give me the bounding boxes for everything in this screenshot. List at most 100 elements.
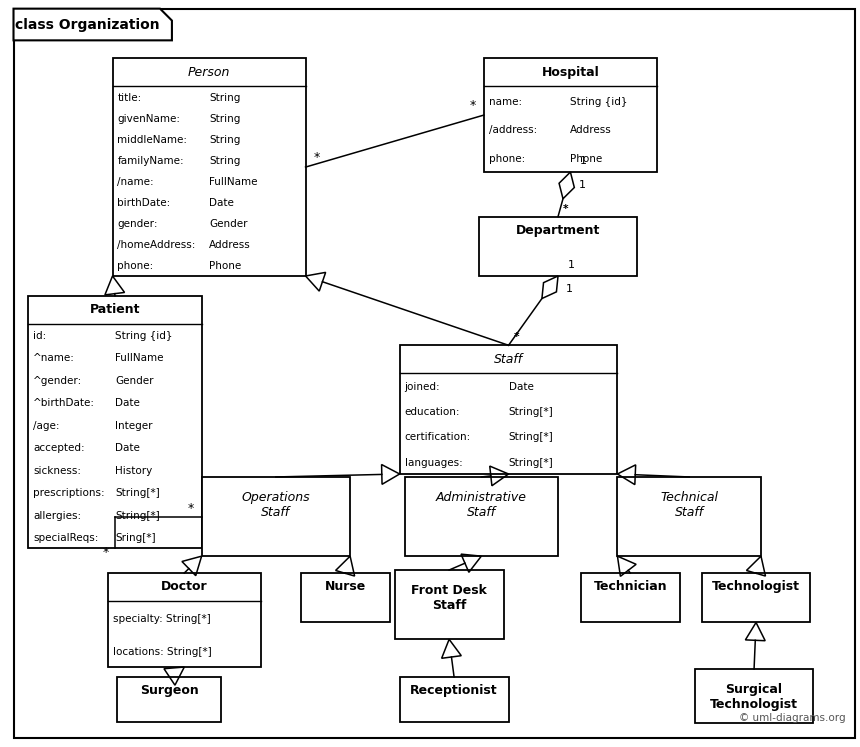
Text: accepted:: accepted: — [34, 443, 85, 453]
Text: String: String — [209, 134, 241, 145]
Text: birthDate:: birthDate: — [118, 198, 171, 208]
Polygon shape — [14, 9, 172, 40]
Text: ^name:: ^name: — [34, 353, 75, 363]
Text: specialty: String[*]: specialty: String[*] — [113, 614, 210, 624]
Text: education:: education: — [404, 407, 460, 417]
Text: gender:: gender: — [118, 219, 158, 229]
Text: Gender: Gender — [209, 219, 248, 229]
Text: joined:: joined: — [404, 382, 440, 392]
Bar — [395, 570, 504, 639]
Text: *: * — [187, 502, 194, 515]
Bar — [617, 477, 761, 557]
Text: Operations
Staff: Operations Staff — [242, 491, 310, 518]
Bar — [28, 296, 201, 548]
Text: 1: 1 — [566, 284, 573, 294]
Text: familyName:: familyName: — [118, 156, 184, 166]
Text: *: * — [513, 332, 519, 342]
Text: String: String — [209, 114, 241, 124]
Bar — [404, 477, 558, 557]
Text: givenName:: givenName: — [118, 114, 181, 124]
Text: /homeAddress:: /homeAddress: — [118, 241, 196, 250]
Text: Doctor: Doctor — [161, 580, 207, 593]
Text: Receptionist: Receptionist — [410, 684, 498, 697]
Text: class Organization: class Organization — [15, 17, 160, 31]
Text: *: * — [563, 204, 568, 214]
Text: String[*]: String[*] — [508, 458, 553, 468]
Text: Date: Date — [115, 398, 140, 409]
Bar — [201, 477, 350, 557]
Text: certification:: certification: — [404, 433, 470, 442]
Text: title:: title: — [118, 93, 142, 102]
Text: String[*]: String[*] — [508, 407, 553, 417]
Text: locations: String[*]: locations: String[*] — [113, 647, 212, 657]
Bar — [580, 573, 679, 622]
Text: Department: Department — [516, 224, 600, 237]
Text: Integer: Integer — [115, 421, 152, 431]
Text: Gender: Gender — [115, 376, 153, 385]
Bar — [113, 58, 305, 276]
Text: Administrative
Staff: Administrative Staff — [436, 491, 527, 518]
Text: String[*]: String[*] — [115, 489, 160, 498]
Text: Phone: Phone — [570, 154, 603, 164]
Text: Address: Address — [570, 125, 612, 135]
Text: ^birthDate:: ^birthDate: — [34, 398, 95, 409]
Text: Hospital: Hospital — [542, 66, 599, 78]
Text: String: String — [209, 93, 241, 102]
Text: *: * — [103, 546, 109, 560]
Text: languages:: languages: — [404, 458, 463, 468]
Text: /name:: /name: — [118, 177, 154, 187]
Text: Staff: Staff — [494, 353, 523, 365]
Bar — [479, 217, 637, 276]
Text: © uml-diagrams.org: © uml-diagrams.org — [739, 713, 845, 724]
Bar — [702, 573, 810, 622]
Text: Phone: Phone — [209, 261, 242, 271]
Text: /address:: /address: — [488, 125, 537, 135]
Text: Date: Date — [508, 382, 533, 392]
Text: prescriptions:: prescriptions: — [34, 489, 105, 498]
Bar — [400, 677, 508, 722]
Text: *: * — [563, 204, 568, 214]
Text: Patient: Patient — [89, 303, 140, 316]
Text: Surgeon: Surgeon — [140, 684, 199, 697]
Text: *: * — [314, 151, 320, 164]
Bar — [108, 573, 261, 667]
Bar — [118, 677, 221, 722]
Text: Sring[*]: Sring[*] — [115, 533, 156, 543]
Text: Technical
Staff: Technical Staff — [660, 491, 718, 518]
Text: String {id}: String {id} — [570, 96, 628, 107]
Text: Nurse: Nurse — [324, 580, 366, 593]
Text: Date: Date — [115, 443, 140, 453]
Text: id:: id: — [34, 331, 46, 341]
Text: Front Desk
Staff: Front Desk Staff — [411, 583, 487, 612]
Text: String[*]: String[*] — [115, 511, 160, 521]
Text: phone:: phone: — [118, 261, 154, 271]
Bar — [400, 345, 617, 474]
Text: allergies:: allergies: — [34, 511, 82, 521]
Text: History: History — [115, 465, 152, 476]
Text: 1: 1 — [568, 260, 575, 270]
Text: Technologist: Technologist — [712, 580, 800, 593]
Text: /age:: /age: — [34, 421, 60, 431]
Text: Person: Person — [187, 66, 230, 78]
Bar — [301, 573, 390, 622]
Text: *: * — [470, 99, 476, 112]
Text: middleName:: middleName: — [118, 134, 187, 145]
Text: String: String — [209, 156, 241, 166]
Text: Address: Address — [209, 241, 251, 250]
Text: Date: Date — [209, 198, 234, 208]
Text: *: * — [513, 332, 519, 342]
Text: 1: 1 — [578, 180, 586, 190]
Text: sickness:: sickness: — [34, 465, 82, 476]
Text: Surgical
Technologist: Surgical Technologist — [710, 683, 798, 710]
Text: name:: name: — [488, 96, 522, 107]
Text: phone:: phone: — [488, 154, 525, 164]
Text: ^gender:: ^gender: — [34, 376, 83, 385]
Text: 1: 1 — [580, 156, 587, 166]
Text: FullName: FullName — [209, 177, 257, 187]
Text: Technician: Technician — [593, 580, 667, 593]
Text: String {id}: String {id} — [115, 331, 173, 341]
Bar — [484, 58, 657, 172]
Bar — [695, 669, 814, 724]
Text: String[*]: String[*] — [508, 433, 553, 442]
Text: specialReqs:: specialReqs: — [34, 533, 99, 543]
